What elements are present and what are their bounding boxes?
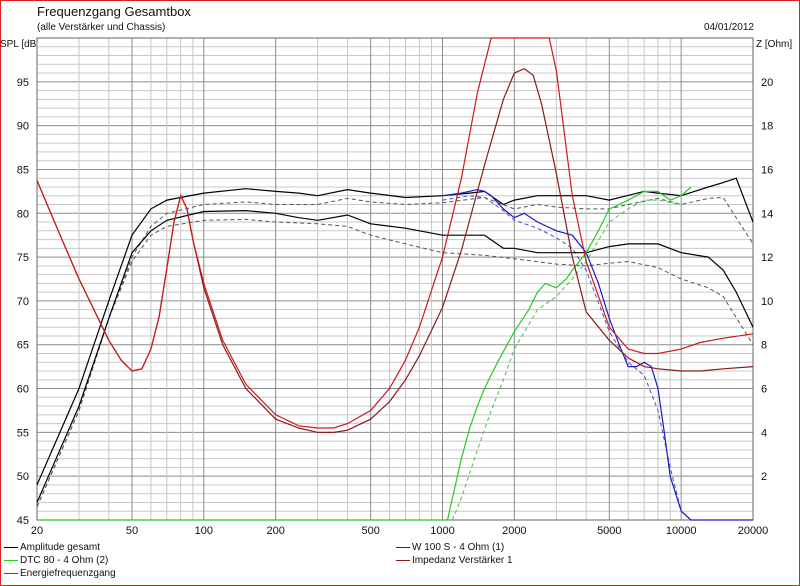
legend-item-woofer: W 100 S - 4 Ohm (1) <box>396 542 504 553</box>
x-tick-label: 50 <box>126 525 138 537</box>
y-tick-label: 80 <box>17 208 29 220</box>
x-tick-label: 2000 <box>502 525 526 537</box>
legend-swatch <box>4 559 18 561</box>
y-tick-label: 60 <box>17 384 29 396</box>
y-tick-label: 90 <box>17 121 29 133</box>
series-line <box>36 37 754 429</box>
y-tick-label: 45 <box>17 515 29 527</box>
dashed-series-line <box>36 196 754 508</box>
x-tick-label: 20 <box>31 525 43 537</box>
legend-item-impedance: Impedanz Verstärker 1 <box>396 555 513 566</box>
legend-swatch <box>396 546 410 548</box>
legend-swatch <box>4 546 18 548</box>
series-line <box>442 188 753 521</box>
x-tick-label: 100 <box>195 525 213 537</box>
legend-item-tweeter: DTC 80 - 4 Ohm (2) <box>4 555 108 566</box>
x-tick-label: 500 <box>361 525 379 537</box>
dashed-series-line <box>36 218 754 508</box>
series-line <box>36 209 754 503</box>
y-tick-label: 70 <box>17 296 29 308</box>
legend-label: Amplitude gesamt <box>20 542 101 553</box>
x-tick-label: 5000 <box>597 525 621 537</box>
legend-label: Energiefrequenzgang <box>20 568 116 579</box>
x-tick-label: 20000 <box>738 525 769 537</box>
legend-swatch <box>4 572 18 574</box>
y-right-tick-label: 10 <box>761 296 773 308</box>
legend-item-amplitude: Amplitude gesamt <box>4 542 100 553</box>
plot-area <box>37 38 753 520</box>
y-right-tick-label: 4 <box>761 427 767 439</box>
y-right-tick-label: 20 <box>761 77 773 89</box>
chart-date: 04/01/2012 <box>703 22 754 33</box>
y-tick-label: 50 <box>17 471 29 483</box>
x-tick-label: 200 <box>266 525 284 537</box>
y-tick-label: 55 <box>17 427 29 439</box>
y-axis-label-left: SPL [dB] <box>0 39 40 50</box>
y-right-tick-label: 2 <box>761 471 767 483</box>
y-right-tick-label: 12 <box>761 252 773 264</box>
y-tick-label: 65 <box>17 340 29 352</box>
y-right-tick-label: 14 <box>761 208 773 220</box>
legend-label: DTC 80 - 4 Ohm (2) <box>20 555 109 566</box>
x-tick-label: 1000 <box>430 525 454 537</box>
y-tick-label: 85 <box>17 164 29 176</box>
legend-label: Impedanz Verstärker 1 <box>412 555 513 566</box>
legend: Amplitude gesamt W 100 S - 4 Ohm (1) DTC… <box>4 542 794 584</box>
y-tick-label: 75 <box>17 252 29 264</box>
y-right-tick-label: 16 <box>761 164 773 176</box>
y-right-tick-label: 18 <box>761 121 773 133</box>
dashed-series-line <box>442 195 692 521</box>
legend-item-energy: Energiefrequenzgang <box>4 568 116 579</box>
y-tick-label: 95 <box>17 77 29 89</box>
chart-subtitle: (alle Verstärker und Chassis) <box>37 22 166 33</box>
legend-label: W 100 S - 4 Ohm (1) <box>412 542 505 553</box>
series-line <box>37 186 692 521</box>
y-axis-label-right: Z [Ohm] <box>756 39 793 50</box>
x-tick-label: 10000 <box>666 525 697 537</box>
y-right-tick-label: 6 <box>761 384 767 396</box>
legend-swatch <box>396 559 410 561</box>
chart-title: Frequenzgang Gesamtbox <box>37 4 191 19</box>
y-right-tick-label: 8 <box>761 340 767 352</box>
